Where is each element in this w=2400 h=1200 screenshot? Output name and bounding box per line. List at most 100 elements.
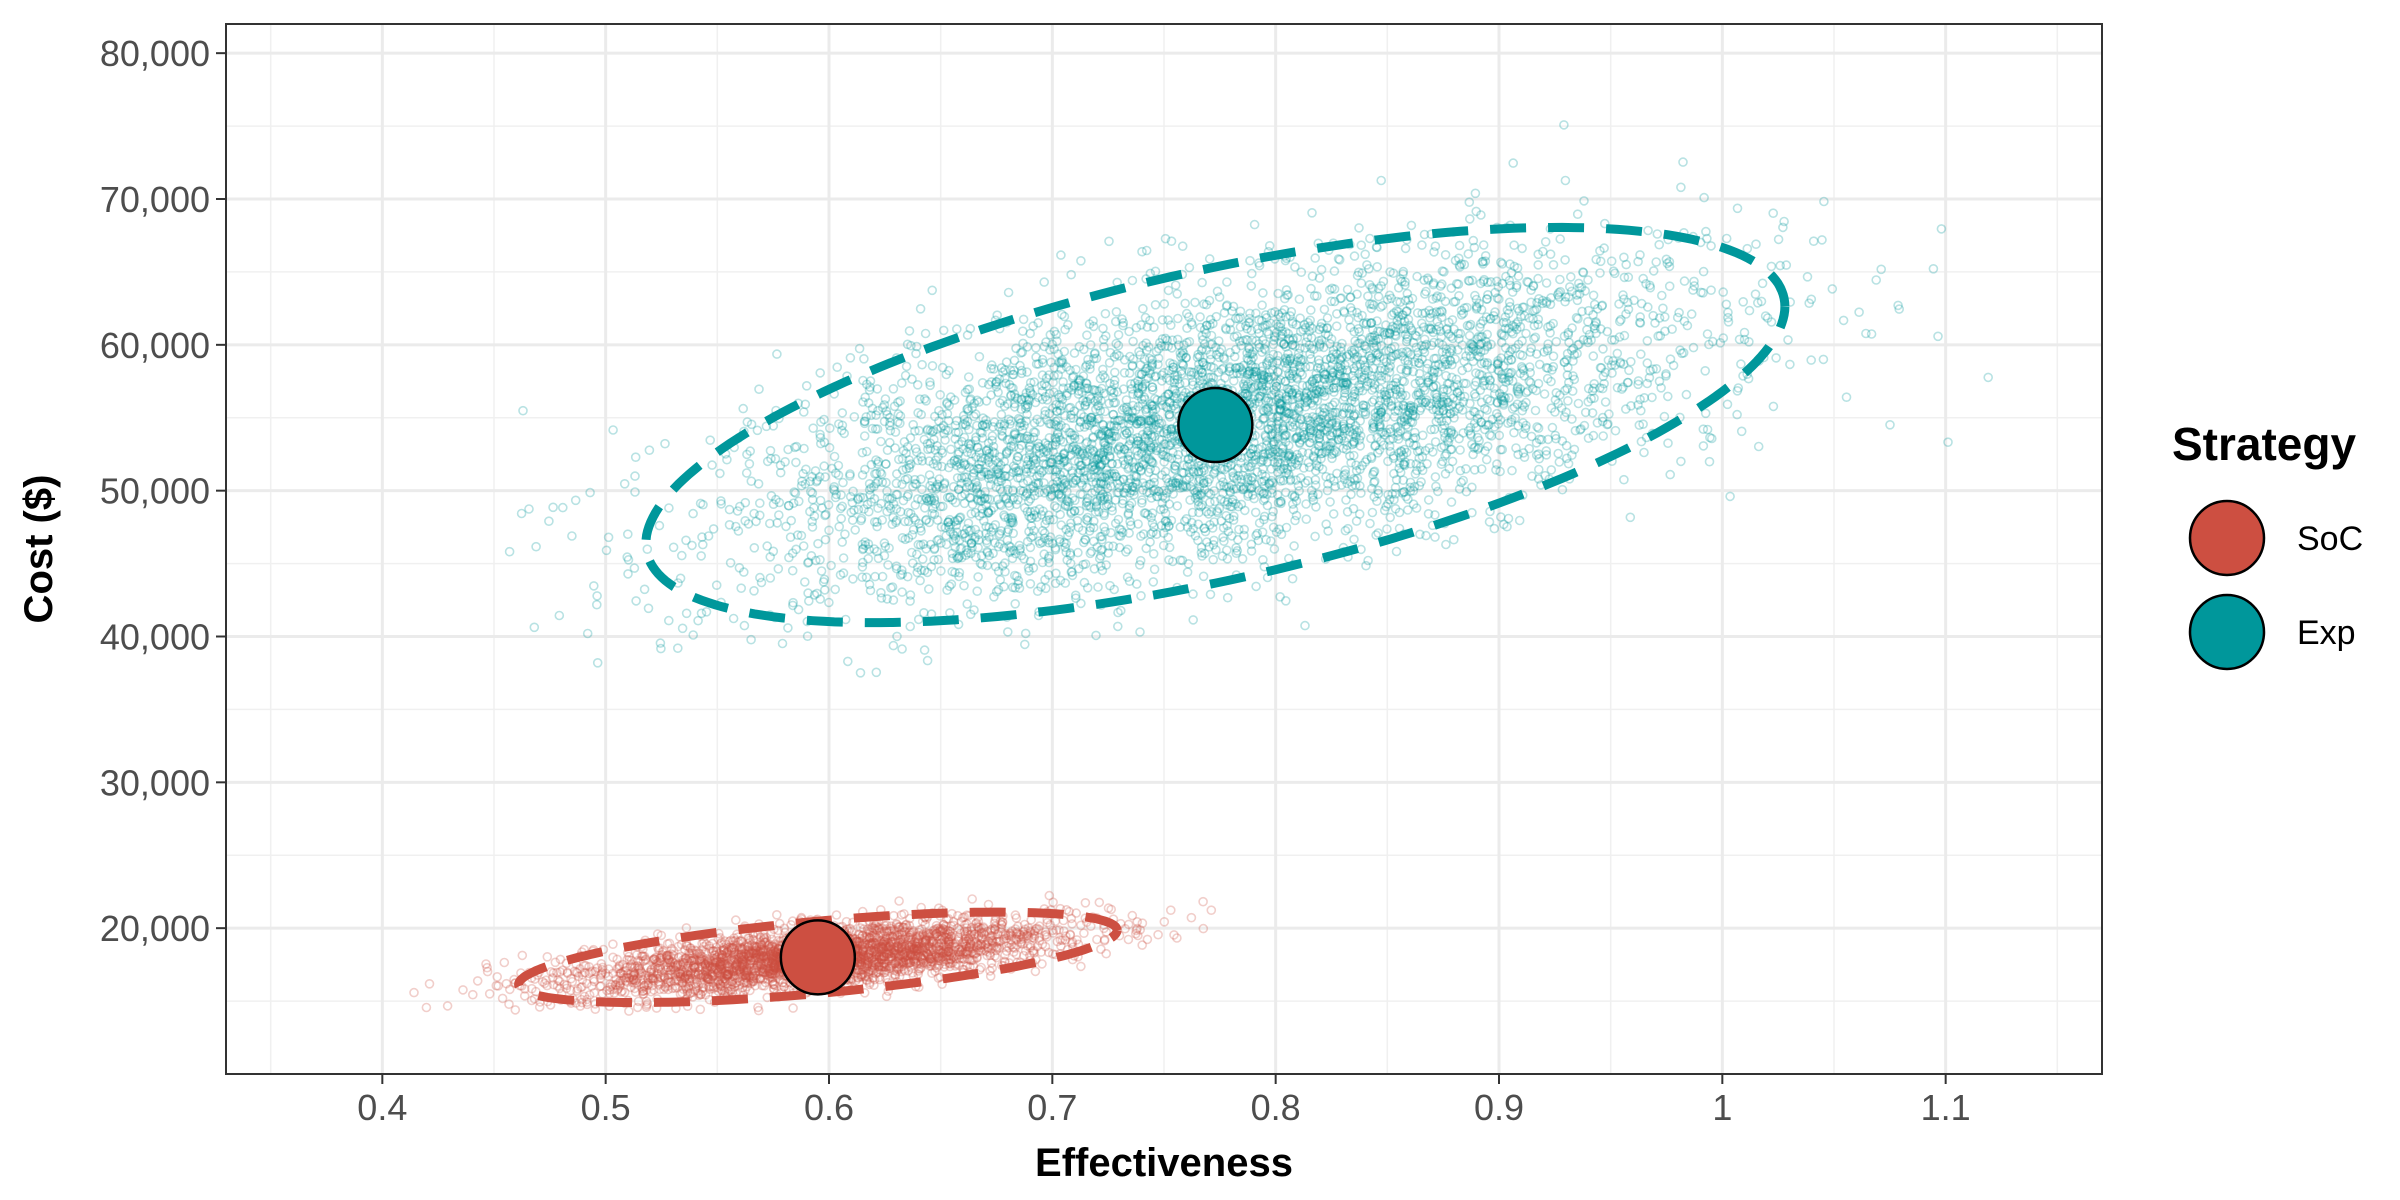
sim-point bbox=[704, 959, 714, 970]
sim-point bbox=[918, 954, 928, 965]
sim-point bbox=[871, 959, 881, 969]
sim-point bbox=[722, 969, 733, 980]
sim-point bbox=[738, 971, 748, 982]
sim-point bbox=[759, 937, 770, 948]
sim-point bbox=[701, 963, 712, 974]
sim-point bbox=[672, 959, 683, 970]
sim-point bbox=[987, 930, 998, 941]
sim-point bbox=[877, 923, 888, 934]
sim-point bbox=[685, 967, 696, 978]
sim-point bbox=[884, 963, 894, 974]
sim-point bbox=[765, 947, 775, 957]
sim-point bbox=[680, 967, 690, 978]
sim-point bbox=[640, 955, 651, 965]
sim-point bbox=[758, 968, 769, 978]
sim-point bbox=[768, 979, 779, 989]
sim-point bbox=[633, 955, 643, 966]
sim-point bbox=[930, 926, 940, 937]
sim-point bbox=[975, 939, 986, 949]
sim-point bbox=[880, 939, 891, 950]
sim-point bbox=[894, 950, 905, 961]
sim-point bbox=[727, 976, 738, 986]
sim-point bbox=[756, 972, 767, 983]
sim-point bbox=[896, 943, 907, 954]
sim-point bbox=[762, 963, 773, 974]
sim-point bbox=[1016, 937, 1027, 947]
sim-point bbox=[955, 946, 966, 957]
sim-point bbox=[864, 945, 875, 956]
sim-point bbox=[870, 932, 880, 943]
sim-point bbox=[897, 922, 908, 932]
sim-point bbox=[716, 959, 727, 970]
sim-point bbox=[903, 958, 913, 969]
sim-point bbox=[562, 967, 573, 978]
sim-point bbox=[868, 951, 879, 962]
sim-point bbox=[722, 983, 733, 994]
sim-point bbox=[974, 940, 985, 951]
sim-point bbox=[870, 948, 880, 959]
sim-point bbox=[927, 928, 938, 939]
sim-point bbox=[925, 954, 935, 964]
sim-point bbox=[741, 969, 751, 980]
sim-point bbox=[746, 955, 756, 966]
sim-point bbox=[905, 949, 916, 959]
sim-point bbox=[759, 967, 769, 977]
sim-point bbox=[759, 964, 769, 975]
sim-point bbox=[856, 959, 867, 970]
sim-point bbox=[751, 948, 762, 959]
sim-point bbox=[696, 972, 707, 983]
sim-point bbox=[966, 955, 976, 966]
sim-point bbox=[756, 950, 767, 961]
sim-point bbox=[985, 948, 995, 958]
sim-point bbox=[897, 940, 907, 951]
sim-point bbox=[669, 958, 680, 969]
sim-point bbox=[854, 929, 865, 940]
sim-point bbox=[1123, 919, 1134, 930]
sim-point bbox=[940, 937, 951, 947]
sim-point bbox=[504, 984, 515, 995]
sim-point bbox=[1004, 942, 1014, 953]
sim-point bbox=[703, 972, 713, 983]
sim-point bbox=[788, 1003, 798, 1013]
sim-point bbox=[638, 951, 648, 961]
sim-point bbox=[726, 943, 737, 954]
sim-point bbox=[881, 939, 892, 950]
sim-point bbox=[868, 937, 879, 948]
sim-point bbox=[1011, 933, 1021, 944]
sim-point bbox=[874, 951, 884, 962]
sim-point bbox=[1061, 904, 1072, 915]
sim-point bbox=[691, 975, 702, 985]
sim-point bbox=[748, 971, 758, 982]
sim-point bbox=[1166, 905, 1176, 916]
sim-point bbox=[586, 967, 596, 978]
sim-point bbox=[700, 970, 711, 981]
sim-point bbox=[721, 978, 732, 989]
sim-point bbox=[879, 920, 890, 931]
sim-point bbox=[704, 981, 715, 991]
sim-point bbox=[714, 948, 725, 959]
sim-point bbox=[871, 932, 882, 943]
sim-point bbox=[753, 966, 764, 977]
sim-point bbox=[853, 965, 864, 976]
sim-point bbox=[890, 958, 901, 969]
sim-point bbox=[1036, 947, 1046, 957]
sim-point bbox=[920, 942, 930, 952]
sim-point bbox=[768, 947, 778, 957]
sim-point bbox=[663, 977, 673, 987]
sim-point bbox=[890, 935, 901, 946]
sim-point bbox=[1029, 933, 1039, 943]
sim-point bbox=[945, 948, 956, 959]
sim-point bbox=[709, 970, 720, 981]
sim-point bbox=[935, 953, 946, 964]
sim-point bbox=[875, 954, 885, 965]
sim-point bbox=[731, 941, 742, 951]
sim-point bbox=[879, 961, 889, 972]
sim-point bbox=[638, 989, 648, 999]
sim-point bbox=[621, 972, 632, 983]
sim-point bbox=[972, 953, 982, 963]
sim-point bbox=[964, 930, 975, 941]
sim-point bbox=[1021, 931, 1032, 941]
sim-point bbox=[1027, 932, 1038, 943]
sim-point bbox=[965, 938, 976, 949]
sim-point bbox=[742, 981, 752, 992]
